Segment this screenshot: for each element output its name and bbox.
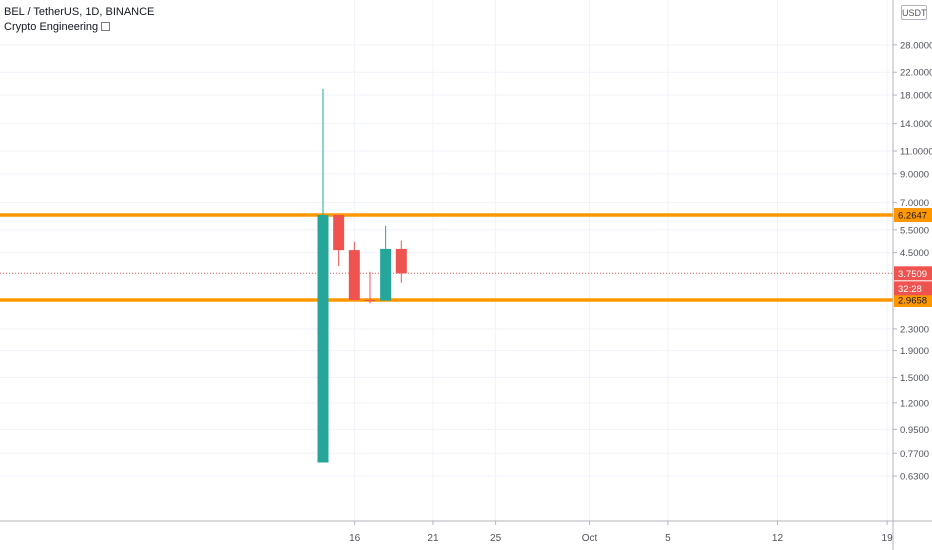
y-tick-label: 1.9000 (900, 346, 929, 357)
level-price-label-bg (894, 208, 932, 223)
y-tick-label: 5.5000 (900, 225, 929, 236)
y-tick-label: 2.3000 (900, 324, 929, 335)
candlestick-series (317, 88, 407, 463)
x-tick-label: 25 (490, 533, 502, 544)
candle-body (333, 215, 345, 251)
y-tick-label: 4.5000 (900, 248, 929, 259)
y-tick-label: 9.0000 (900, 169, 929, 180)
indicator-row[interactable]: Crypto Engineering (4, 20, 154, 35)
candle-body (380, 248, 392, 301)
x-tick-label: 16 (349, 533, 361, 544)
indicator-name: Crypto Engineering (4, 21, 99, 33)
bar-countdown-label: 32:28 (898, 284, 922, 295)
y-tick-label: 11.0000 (900, 147, 932, 158)
x-tick-label: 19 (882, 533, 894, 544)
chart-legend: BEL / TetherUS, 1D, BINANCE Crypto Engin… (4, 5, 154, 35)
y-tick-label: 22.0000 (900, 68, 932, 79)
y-tick-label: 14.0000 (900, 119, 932, 130)
chart-grid (0, 0, 893, 521)
x-tick-label: 5 (665, 533, 671, 544)
currency-badge[interactable]: USDT (901, 5, 927, 20)
candle-body (364, 300, 376, 301)
indicator-visibility-icon[interactable] (101, 22, 111, 31)
bar-countdown-label-bg (894, 281, 932, 296)
last-price-label-bg (894, 266, 932, 281)
candle-body (348, 250, 360, 300)
horizontal-level-lines (0, 213, 893, 302)
level-price-label: 2.9658 (898, 296, 927, 307)
x-tick-label: 21 (427, 533, 439, 544)
y-tick-label: 1.2000 (900, 398, 929, 409)
level-price-label: 6.2647 (898, 211, 927, 222)
last-price-label: 3.7509 (898, 269, 927, 280)
y-tick-label: 18.0000 (900, 91, 932, 102)
y-tick-label: 7.0000 (900, 198, 929, 209)
y-tick-label: 0.9500 (900, 425, 929, 436)
level-price-label-bg (894, 293, 932, 307)
y-tick-label: 1.5000 (900, 373, 929, 384)
candle-body (317, 215, 329, 463)
y-tick-label: 0.7700 (900, 449, 929, 460)
y-tick-label: 0.6300 (900, 472, 929, 483)
y-tick-label: 28.0000 (900, 40, 932, 51)
candle-body (395, 248, 407, 274)
x-tick-label: 12 (772, 533, 784, 544)
x-tick-label: Oct (582, 533, 598, 544)
symbol-title: BEL / TetherUS, 1D, BINANCE (4, 6, 155, 18)
